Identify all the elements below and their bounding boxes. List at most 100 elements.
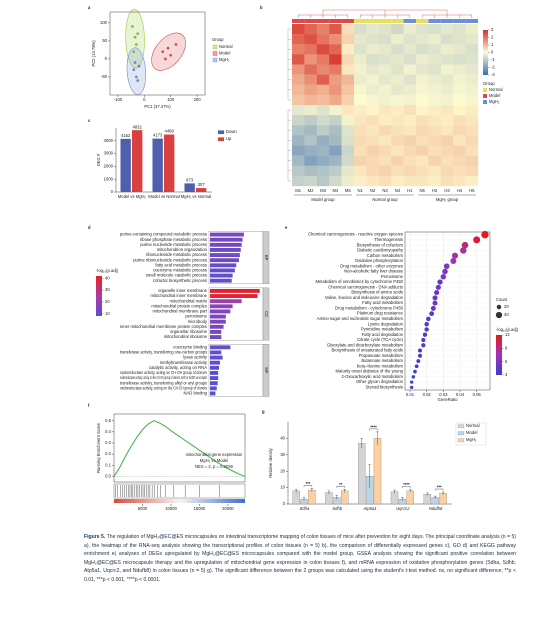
heatmap-cell bbox=[416, 165, 429, 177]
data-label: 4832 bbox=[133, 124, 143, 129]
size-legend-label: 20 bbox=[504, 304, 509, 309]
y-tick-label: 0.3 bbox=[105, 440, 111, 445]
category-label: coenzyme binding bbox=[173, 344, 207, 349]
category-label: catalytic activity, acting on RNA bbox=[149, 365, 207, 370]
heatmap-cell bbox=[378, 24, 392, 35]
heatmap-cell bbox=[440, 84, 454, 96]
bar bbox=[210, 268, 235, 273]
category-label: Steroid biosynthesis bbox=[366, 384, 403, 389]
heatmap-cell bbox=[428, 44, 441, 55]
dot bbox=[460, 247, 467, 254]
category-label: methyltransferase activity bbox=[160, 360, 208, 365]
heatmap-cell bbox=[453, 105, 466, 116]
x-axis-label: GeneRatio bbox=[437, 397, 458, 402]
bar bbox=[373, 438, 382, 505]
category-label: Butanoate metabolism bbox=[361, 358, 403, 363]
heatmap-cell bbox=[366, 44, 379, 55]
category-label: Carbon metabolism bbox=[367, 253, 404, 258]
significance-bracket bbox=[303, 485, 313, 487]
heatmap-cell bbox=[366, 165, 379, 177]
heatmap-cell bbox=[354, 54, 367, 65]
heatmap-cell bbox=[403, 44, 417, 55]
x-tick-label: 100 bbox=[167, 97, 175, 102]
heatmap-cell bbox=[354, 135, 367, 146]
heatmap-cell bbox=[416, 34, 429, 45]
heatmap-cell bbox=[378, 165, 392, 177]
column-label: N5 bbox=[420, 188, 426, 193]
heatmap-cell bbox=[316, 125, 330, 136]
heatmap-cell bbox=[329, 44, 342, 55]
bar bbox=[340, 490, 349, 505]
group-bar-cell bbox=[391, 19, 404, 23]
y-tick-label: 0 bbox=[283, 501, 286, 506]
heatmap-cell bbox=[341, 115, 355, 126]
y-tick-label: 0.2 bbox=[105, 451, 111, 456]
section-label: CC bbox=[264, 311, 269, 317]
y-tick-label: 30 bbox=[280, 452, 285, 457]
legend-label: Model bbox=[219, 51, 230, 56]
category-label: NAD binding bbox=[183, 391, 207, 396]
bar bbox=[390, 491, 399, 505]
heatmap-cell bbox=[304, 74, 317, 85]
colorbar-tick-label: 3 bbox=[505, 372, 508, 377]
colorbar-tick-label: 10 bbox=[105, 311, 110, 316]
figure-caption: Figure 5. The regulation of MgH₂@EC@ES m… bbox=[84, 533, 516, 585]
heatmap-cell bbox=[428, 125, 441, 136]
bar bbox=[210, 350, 222, 355]
heatmap-cell bbox=[366, 135, 379, 146]
column-label: H5 bbox=[469, 188, 475, 193]
heatmap-cell bbox=[465, 74, 479, 85]
group-bar-cell bbox=[366, 19, 379, 23]
category-label: mitochondrion organization bbox=[157, 247, 208, 252]
colorbar-title: -log₁₀(p.adj) bbox=[496, 327, 519, 332]
x-tick-label: Ndufb8 bbox=[429, 506, 443, 511]
heatmap-cell bbox=[378, 105, 392, 116]
colorbar-tick-label: -2 bbox=[491, 65, 495, 70]
legend-swatch bbox=[483, 88, 487, 92]
bar bbox=[210, 335, 222, 340]
heatmap-cell bbox=[378, 155, 392, 166]
dot bbox=[421, 343, 426, 348]
bar bbox=[325, 492, 333, 505]
dot bbox=[422, 332, 428, 337]
category-label: purine nucleotide metabolic process bbox=[140, 242, 207, 247]
heatmap-cell bbox=[403, 105, 417, 116]
heatmap-cell bbox=[316, 105, 330, 116]
heatmap-cell bbox=[354, 115, 367, 126]
caption-text: The regulation of MgH₂@EC@ES microcapsul… bbox=[84, 534, 517, 583]
heatmap-cell bbox=[391, 155, 404, 166]
heatmap-cell bbox=[304, 115, 317, 126]
heatmap-cell bbox=[341, 54, 355, 65]
significance-label: *** bbox=[305, 481, 310, 486]
y-tick-label: -50 bbox=[101, 74, 108, 79]
heatmap-cell bbox=[329, 105, 342, 116]
heatmap-cell bbox=[391, 165, 404, 177]
x-tick-label: Atp5a1 bbox=[362, 506, 376, 511]
heatmap-cell bbox=[403, 34, 417, 45]
category-label: microbody bbox=[188, 319, 208, 324]
heatmap-cell bbox=[378, 74, 392, 85]
colorbar-tick-label: 1 bbox=[491, 42, 494, 47]
bar bbox=[132, 130, 143, 192]
heatmap-cell bbox=[403, 125, 417, 136]
category-label: Biosynthesis of unsaturated fatty acids bbox=[332, 348, 403, 353]
heatmap-cell bbox=[428, 34, 441, 45]
heatmap-cell bbox=[465, 165, 479, 177]
heatmap-cell bbox=[292, 84, 305, 96]
category-label: Maturity onset diabetes of the young bbox=[335, 369, 403, 374]
heatmap-cell bbox=[391, 125, 404, 136]
heatmap-cell bbox=[292, 115, 305, 126]
heatmap-cell bbox=[440, 34, 454, 45]
group-bar-cell bbox=[341, 19, 354, 23]
group-label: Model group bbox=[311, 197, 335, 202]
heatmap-cell bbox=[391, 145, 404, 156]
heatmap-cell bbox=[465, 175, 479, 187]
heatmap-cell bbox=[378, 135, 392, 146]
category-label: purine-containing compound metabolic pro… bbox=[120, 232, 207, 237]
legend-label: Model bbox=[466, 430, 477, 435]
heatmap-cell bbox=[304, 64, 317, 75]
legend-label: Normal bbox=[489, 87, 503, 92]
category-label: mitochondrial protein complex bbox=[151, 303, 208, 308]
category-label: oxidoreductase activity, acting on the C… bbox=[120, 375, 207, 380]
bar bbox=[210, 253, 240, 258]
